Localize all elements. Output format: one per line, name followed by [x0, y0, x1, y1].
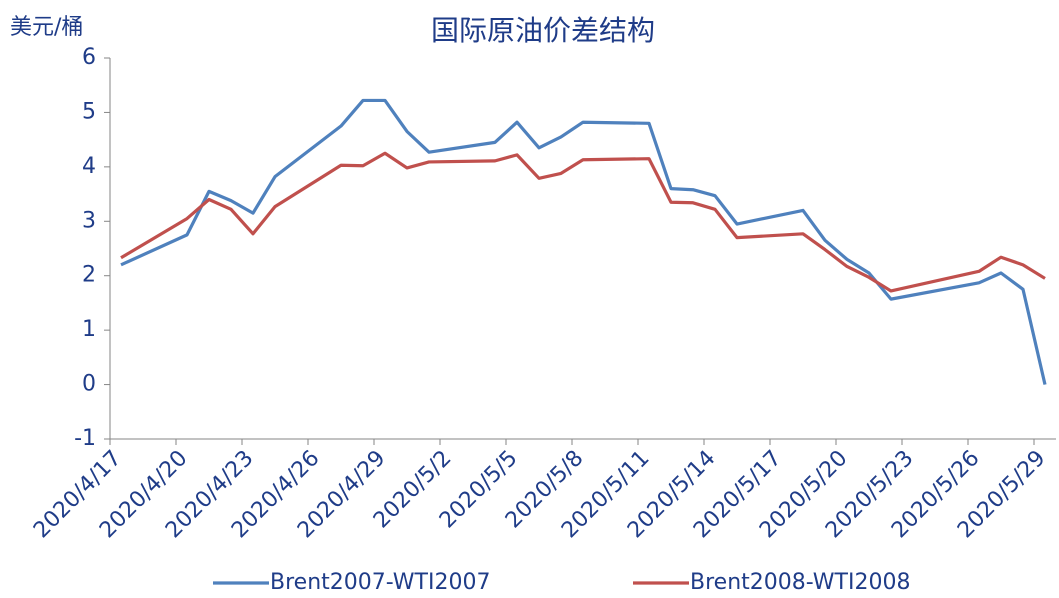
y-tick-label: 4 — [82, 154, 96, 179]
chart-title: 国际原油价差结构 — [431, 14, 655, 47]
series-line — [120, 98, 1047, 385]
y-tick-label: 5 — [82, 99, 96, 124]
y-axis-label: 美元/桶 — [10, 15, 83, 40]
y-tick-label: 0 — [82, 372, 96, 397]
y-tick-label: -1 — [74, 426, 96, 451]
y-tick-label: 3 — [82, 208, 96, 233]
legend-label: Brent2008-WTI2008 — [690, 570, 910, 595]
series-line — [120, 151, 1046, 293]
y-tick-label: 2 — [82, 263, 96, 288]
legend-label: Brent2007-WTI2007 — [270, 570, 490, 595]
y-tick-label: 6 — [82, 45, 96, 70]
y-tick-label: 1 — [82, 317, 96, 342]
